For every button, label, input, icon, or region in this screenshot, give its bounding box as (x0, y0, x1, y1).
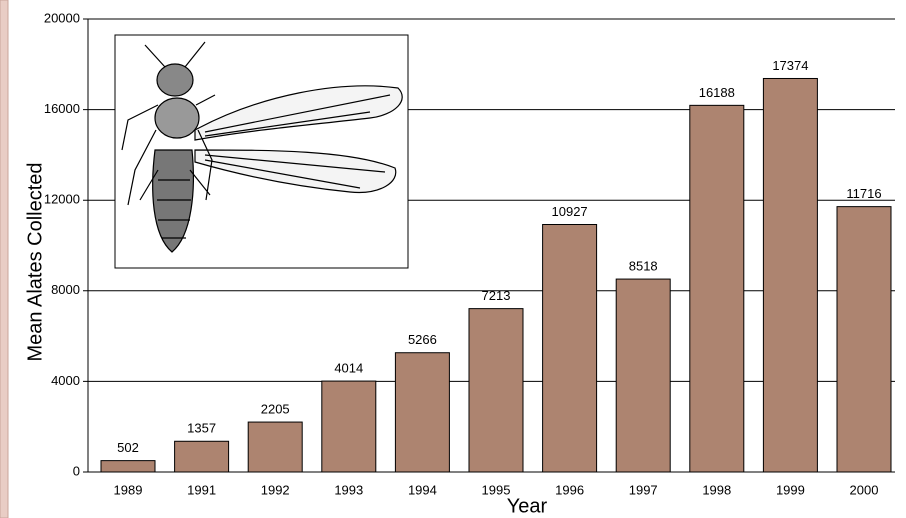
y-tick-label: 8000 (51, 282, 80, 297)
data-label: 4014 (334, 361, 363, 376)
x-axis-label: Year (507, 495, 548, 517)
data-label: 17374 (772, 58, 808, 73)
plot: 0 4000 8000 12000 16000 20000 1989 502 1991 1357 1… (44, 10, 895, 497)
y-tick-label: 4000 (51, 373, 80, 388)
data-label: 16188 (699, 85, 735, 100)
illustration (114, 34, 409, 269)
data-label: 10927 (552, 204, 588, 219)
insect (121, 41, 403, 253)
y-tick-label: 12000 (44, 192, 80, 207)
bar (689, 104, 745, 473)
bar (836, 206, 892, 473)
data-label: 5266 (408, 332, 437, 347)
x-tick-label: 1997 (629, 482, 658, 497)
bar (100, 460, 156, 473)
y-tick-label: 16000 (44, 101, 80, 116)
bar (468, 308, 524, 473)
x-tick-label: 1998 (702, 482, 731, 497)
x-tick-label: 1989 (114, 482, 143, 497)
x-tick-label: 1991 (187, 482, 216, 497)
bar (321, 380, 377, 473)
bar (394, 352, 450, 473)
data-label: 502 (117, 440, 139, 455)
bar (247, 421, 303, 473)
y-axis-label: Mean Alates Collected (24, 162, 46, 361)
bar (762, 77, 818, 473)
data-label: 8518 (629, 259, 658, 274)
y-tick-label: 0 (73, 463, 80, 478)
x-tick-label: 1995 (482, 482, 511, 497)
side-strip (0, 0, 9, 518)
bar (542, 224, 598, 473)
data-label: 7213 (482, 288, 511, 303)
bar (174, 440, 230, 473)
x-tick-label: 1993 (334, 482, 363, 497)
data-label: 11716 (846, 186, 881, 201)
data-label: 1357 (187, 421, 216, 436)
x-tick-label: 1992 (261, 482, 290, 497)
x-tick-label: 2000 (850, 482, 879, 497)
bar (615, 278, 671, 473)
x-tick-label: 1994 (408, 482, 437, 497)
x-tick-label: 1999 (776, 482, 805, 497)
data-label: 2205 (261, 401, 290, 416)
x-tick-label: 1996 (555, 482, 584, 497)
y-tick-label: 20000 (44, 10, 80, 25)
